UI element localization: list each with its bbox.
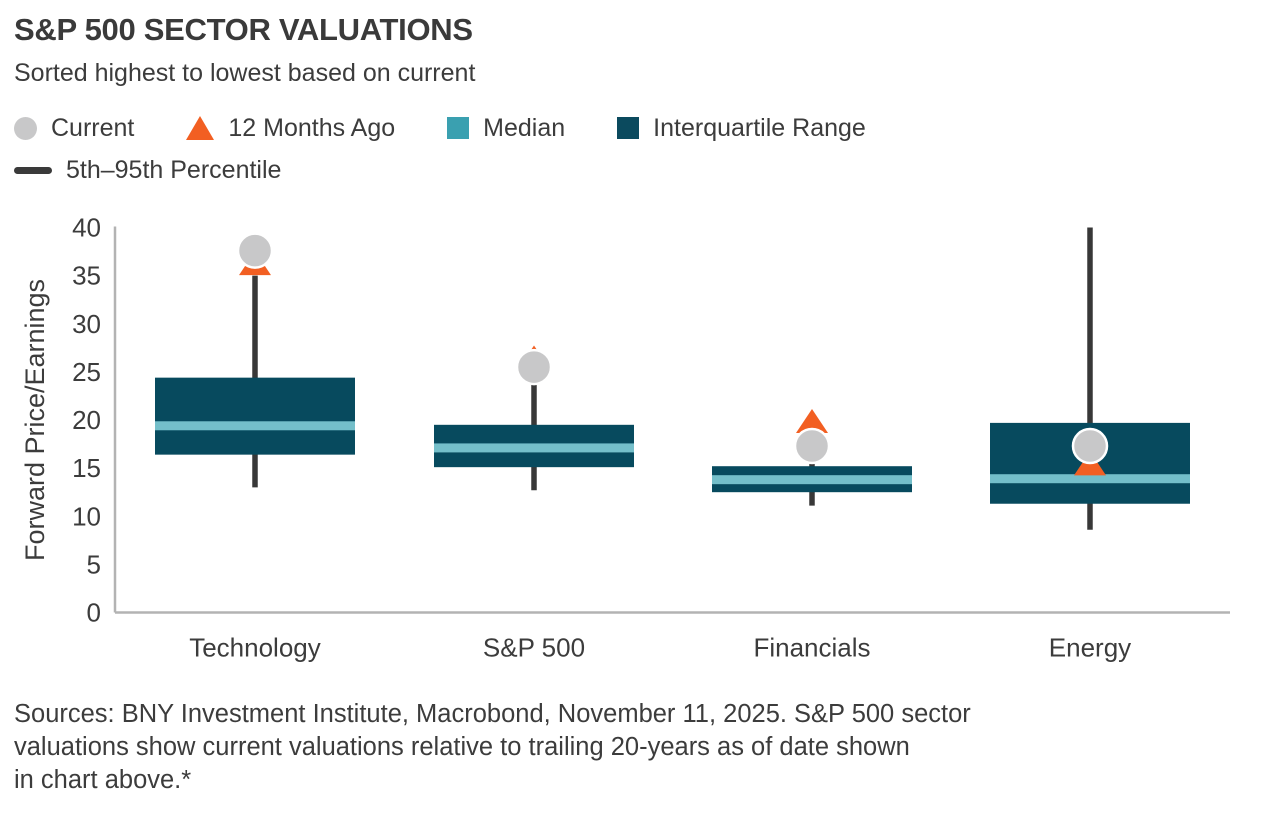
legend-item-current: Current — [14, 114, 134, 143]
legend: Current 12 Months Ago Median Interquarti… — [14, 110, 1264, 188]
category-label: Energy — [1049, 633, 1131, 663]
median-line — [155, 421, 355, 431]
twelve-months-ago-marker — [796, 408, 828, 433]
box-group-technology — [155, 275, 355, 488]
box-group-financials — [712, 453, 912, 506]
legend-item-median: Median — [447, 114, 565, 143]
y-tick-label: 25 — [72, 357, 101, 387]
sources-line-2: valuations show current valuations relat… — [14, 733, 910, 761]
chart-subtitle: Sorted highest to lowest based on curren… — [14, 59, 476, 87]
iqr-box — [155, 377, 355, 455]
category-label: Technology — [189, 633, 321, 663]
chart-title: S&P 500 SECTOR VALUATIONS — [14, 12, 473, 47]
legend-label-12-months-ago: 12 Months Ago — [228, 113, 396, 142]
sources-note: Sources: BNY Investment Institute, Macro… — [14, 698, 1044, 797]
legend-label-percentile-range: 5th–95th Percentile — [66, 155, 282, 184]
boxplot-chart: 0 5 10 15 20 25 30 35 40 Forward Price/Earnings Te… — [20, 213, 1230, 663]
sources-line-3: in chart above.* — [14, 766, 192, 794]
current-marker — [1071, 427, 1109, 465]
y-tick-label: 15 — [72, 453, 101, 483]
y-tick-label: 0 — [87, 598, 101, 628]
triangle-icon — [186, 116, 215, 140]
square-icon — [447, 117, 470, 139]
line-icon — [14, 166, 52, 174]
sources-line-1: Sources: BNY Investment Institute, Macro… — [14, 700, 971, 728]
square-icon — [617, 117, 640, 139]
current-marker — [236, 232, 274, 269]
median-line — [434, 443, 634, 453]
legend-item-interquartile-range: Interquartile Range — [617, 114, 866, 143]
current-marker — [793, 427, 831, 465]
legend-item-percentile-range: 5th–95th Percentile — [14, 156, 281, 185]
y-tick-label: 30 — [72, 309, 101, 339]
y-tick-label: 20 — [72, 405, 101, 435]
box-group-energy — [990, 227, 1190, 530]
legend-row-2: 5th–95th Percentile — [14, 152, 1264, 188]
circle-icon — [14, 116, 37, 140]
median-line — [990, 474, 1190, 484]
legend-label-median: Median — [483, 113, 566, 142]
category-label: S&P 500 — [483, 633, 585, 663]
legend-row-1: Current 12 Months Ago Median Interquarti… — [14, 110, 1264, 146]
y-tick-label: 10 — [72, 501, 101, 531]
plot-area: 0 5 10 15 20 25 30 35 40 Forward Price/Earnings Te… — [0, 200, 1280, 670]
box-group-s-p-500 — [434, 381, 634, 491]
y-axis-title: Forward Price/Earnings — [20, 279, 50, 561]
y-tick-label: 35 — [72, 261, 101, 291]
category-label: Financials — [753, 633, 870, 663]
y-tick-label: 5 — [87, 549, 101, 579]
legend-label-current: Current — [51, 113, 135, 142]
median-line — [712, 475, 912, 485]
current-marker — [515, 348, 553, 386]
y-tick-label: 40 — [72, 213, 101, 243]
legend-label-interquartile-range: Interquartile Range — [653, 113, 866, 142]
legend-item-12-months-ago: 12 Months Ago — [186, 114, 395, 143]
